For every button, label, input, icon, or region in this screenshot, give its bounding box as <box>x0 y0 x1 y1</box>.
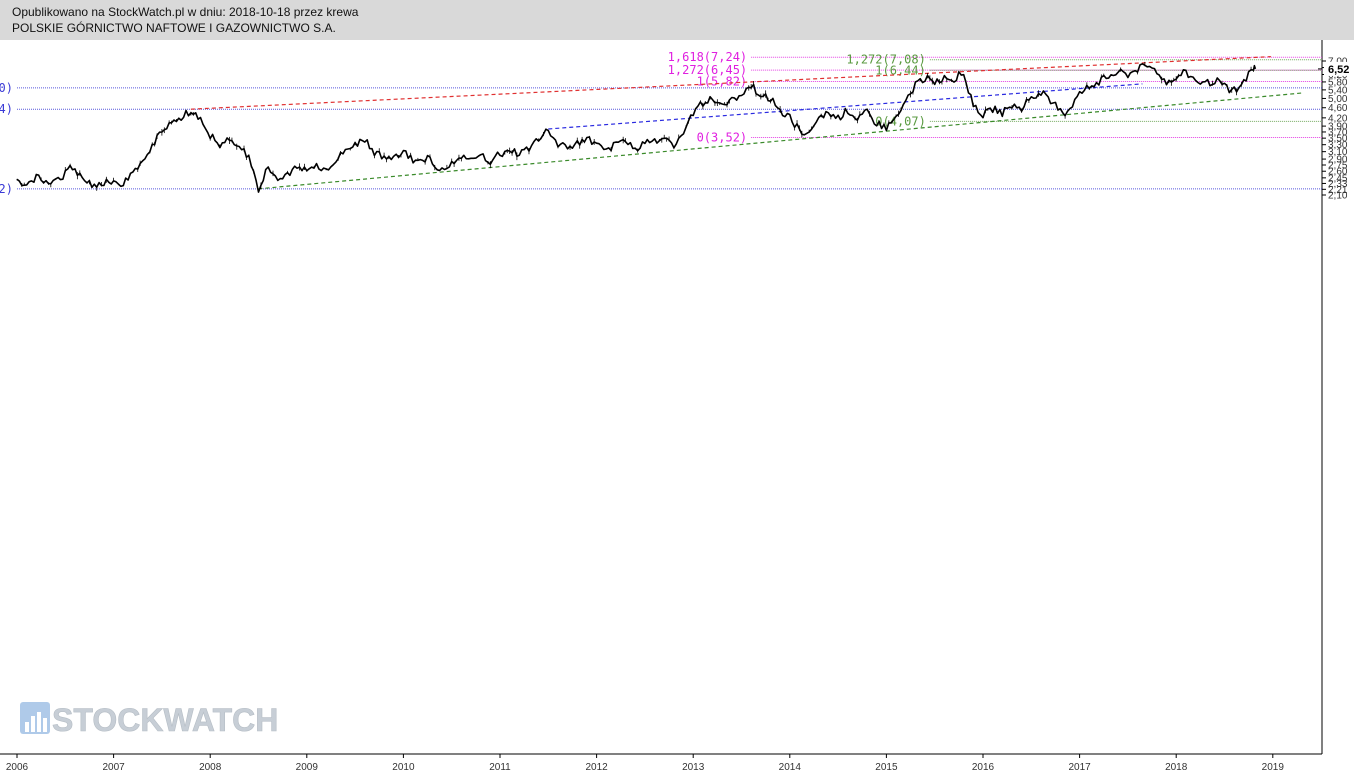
y-tick-label: 2,21 <box>1328 185 1348 196</box>
y-tick-label: 4,20 <box>1328 113 1348 124</box>
fib-level-label: 0(2,22) <box>0 182 13 196</box>
y-tick-label: 5,40 <box>1328 85 1348 96</box>
x-tick-label: 2019 <box>1262 762 1285 773</box>
y-tick-label: 3,70 <box>1328 127 1348 138</box>
fib-level-label: 1(4,54) <box>0 102 13 116</box>
x-tick-label: 2016 <box>972 762 995 773</box>
x-tick-label: 2010 <box>392 762 415 773</box>
x-tick-label: 2006 <box>6 762 29 773</box>
y-tick-label: 5,80 <box>1328 77 1348 88</box>
y-tick-label: 2,75 <box>1328 160 1348 171</box>
published-info: Opublikowano na StockWatch.pl w dniu: 20… <box>12 5 359 19</box>
y-tick-label: 3,30 <box>1328 140 1348 151</box>
logo-bar-icon <box>43 718 47 732</box>
channel-trendline <box>548 83 1143 130</box>
fib-level-label: 1,272(6,45) <box>668 63 747 77</box>
x-tick-label: 2008 <box>199 762 222 773</box>
channel-trendline <box>190 56 1271 110</box>
y-tick-label: 2,60 <box>1328 167 1348 178</box>
fib-level-label: 1,618(7,24) <box>668 50 747 64</box>
y-tick-label: 3,90 <box>1328 122 1348 133</box>
logo-bar-icon <box>25 722 29 732</box>
price-line <box>16 63 1257 193</box>
instrument-name: POLSKIE GÓRNICTWO NAFTOWE I GAZOWNICTWO … <box>12 21 336 35</box>
y-tick-label: 2,33 <box>1328 179 1348 190</box>
logo-bar-icon <box>31 716 35 732</box>
x-tick-label: 2015 <box>875 762 898 773</box>
x-tick-label: 2013 <box>682 762 705 773</box>
watermark-text: STOCKWATCH <box>52 702 278 738</box>
x-tick-label: 2007 <box>102 762 125 773</box>
fib-level-label: 1,272(7,08) <box>846 53 925 67</box>
logo-bar-icon <box>37 712 41 732</box>
fib-level-label: 1(5,82) <box>697 75 748 89</box>
fib-level-label: 1,414(5,50) <box>0 81 13 95</box>
y-tick-label: 2,10 <box>1328 191 1348 202</box>
x-tick-label: 2009 <box>296 762 319 773</box>
chart-header: Opublikowano na StockWatch.pl w dniu: 20… <box>0 0 1354 40</box>
x-tick-label: 2014 <box>779 762 802 773</box>
y-tick-label: 3,50 <box>1328 134 1348 145</box>
y-tick-label: 4,60 <box>1328 103 1348 114</box>
y-tick-label: 3,10 <box>1328 147 1348 158</box>
y-tick-label: 5,00 <box>1328 94 1348 105</box>
y-tick-label: 2,90 <box>1328 155 1348 166</box>
x-tick-label: 2017 <box>1068 762 1091 773</box>
fib-level-label: 0(3,52) <box>697 131 748 145</box>
stockwatch-logo: STOCKWATCH <box>20 702 279 738</box>
y-tick-label: 2,45 <box>1328 173 1348 184</box>
x-tick-label: 2011 <box>489 762 511 773</box>
last-price-label: 6,52 <box>1328 64 1349 76</box>
x-tick-label: 2012 <box>585 762 608 773</box>
x-tick-label: 2018 <box>1165 762 1188 773</box>
last-price-box <box>1324 61 1354 76</box>
